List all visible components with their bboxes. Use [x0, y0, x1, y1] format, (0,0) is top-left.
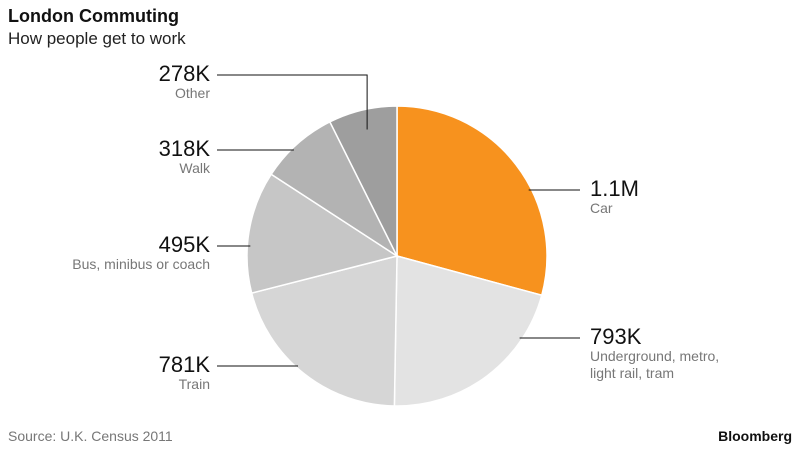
- leader-line: [217, 74, 368, 130]
- pie-slice: [246, 173, 399, 295]
- brand: Bloomberg: [718, 428, 792, 444]
- pie-slice: [250, 255, 398, 407]
- category-label: Other: [174, 85, 210, 101]
- chart-subtitle: How people get to work: [8, 29, 186, 48]
- pie-slice: [328, 105, 398, 257]
- value-label: 781K: [158, 352, 210, 377]
- category-label: Walk: [179, 160, 210, 176]
- category-label: Car: [590, 200, 613, 216]
- value-label: 1.1M: [590, 176, 639, 201]
- source: Source: U.K. Census 2011: [8, 428, 173, 444]
- value-label: 318K: [158, 136, 210, 161]
- value-label: 793K: [590, 324, 642, 349]
- value-label: 278K: [158, 61, 210, 86]
- category-label: Bus, minibus or coach: [72, 256, 210, 272]
- value-label: 495K: [158, 232, 210, 257]
- pie-slice: [393, 255, 543, 407]
- pie-slice: [396, 105, 548, 297]
- category-label: Train: [178, 376, 210, 392]
- category-label: Underground, metro, light rail, tram: [590, 348, 720, 381]
- chart-title: London Commuting: [8, 6, 179, 26]
